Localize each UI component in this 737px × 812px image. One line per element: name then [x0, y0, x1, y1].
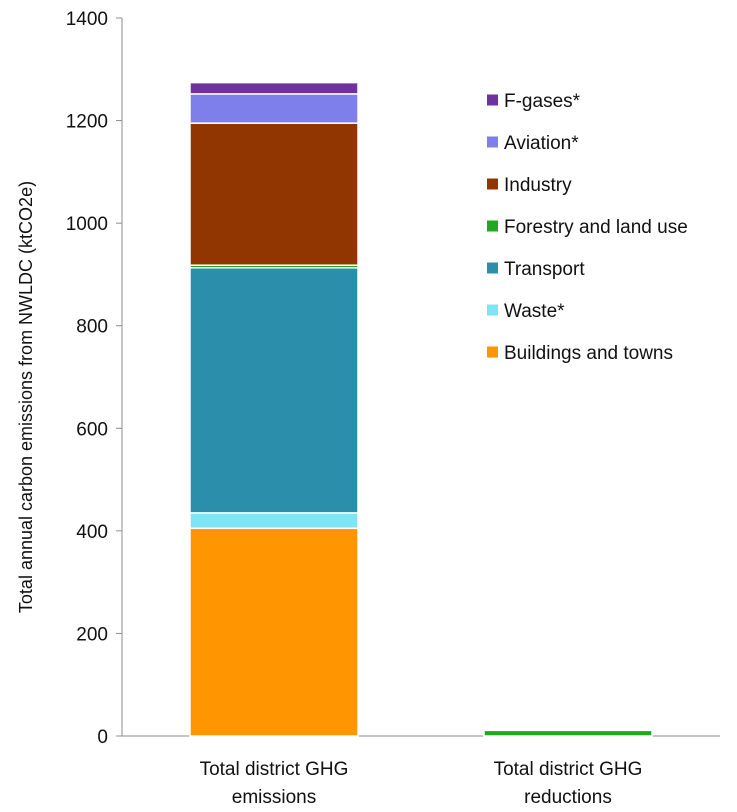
legend-label: Buildings and towns: [504, 343, 673, 364]
legend-label: Waste*: [504, 301, 565, 322]
y-ticks: 0 200 400 600 800 1000 1200 1400: [66, 9, 122, 748]
legend-swatch: [487, 220, 498, 232]
y-tick-label: 1200: [66, 112, 108, 133]
y-tick-label: 0: [97, 727, 108, 748]
x-category-label: emissions: [232, 787, 316, 808]
legend-label: Transport: [504, 259, 585, 280]
legend-label: Aviation*: [504, 133, 579, 154]
legend-swatch: [487, 136, 498, 148]
bar-segment: [189, 93, 359, 124]
y-tick-label: 200: [76, 624, 108, 645]
bars: [189, 81, 653, 737]
y-tick-label: 1000: [66, 214, 108, 235]
y-tick-label: 1400: [66, 9, 108, 30]
legend-label: F-gases*: [504, 91, 581, 112]
y-tick-label: 800: [76, 317, 108, 338]
legend-swatch: [487, 346, 498, 358]
y-tick-label: 600: [76, 419, 108, 440]
bar-segment: [189, 527, 359, 737]
legend-label: Forestry and land use: [504, 217, 688, 238]
y-axis-title: Total annual carbon emissions from NWLDC…: [16, 181, 36, 613]
legend-label: Industry: [504, 175, 572, 196]
x-category-label: reductions: [524, 787, 612, 808]
bar-segment: [189, 81, 359, 95]
legend-swatch: [487, 262, 498, 274]
legend: F-gases* Aviation* Industry Forestry and la…: [487, 91, 688, 364]
category-labels: Total district GHG emissions Total distric…: [200, 759, 643, 808]
x-category-label: Total district GHG: [494, 759, 643, 780]
legend-swatch: [487, 304, 498, 316]
legend-swatch: [487, 178, 498, 190]
bar-segment: [189, 267, 359, 514]
x-category-label: Total district GHG: [200, 759, 349, 780]
bar-segment: [189, 122, 359, 266]
bar-segment: [189, 512, 359, 530]
legend-swatch: [487, 94, 498, 106]
bar-segment: [483, 729, 653, 737]
y-tick-label: 400: [76, 522, 108, 543]
